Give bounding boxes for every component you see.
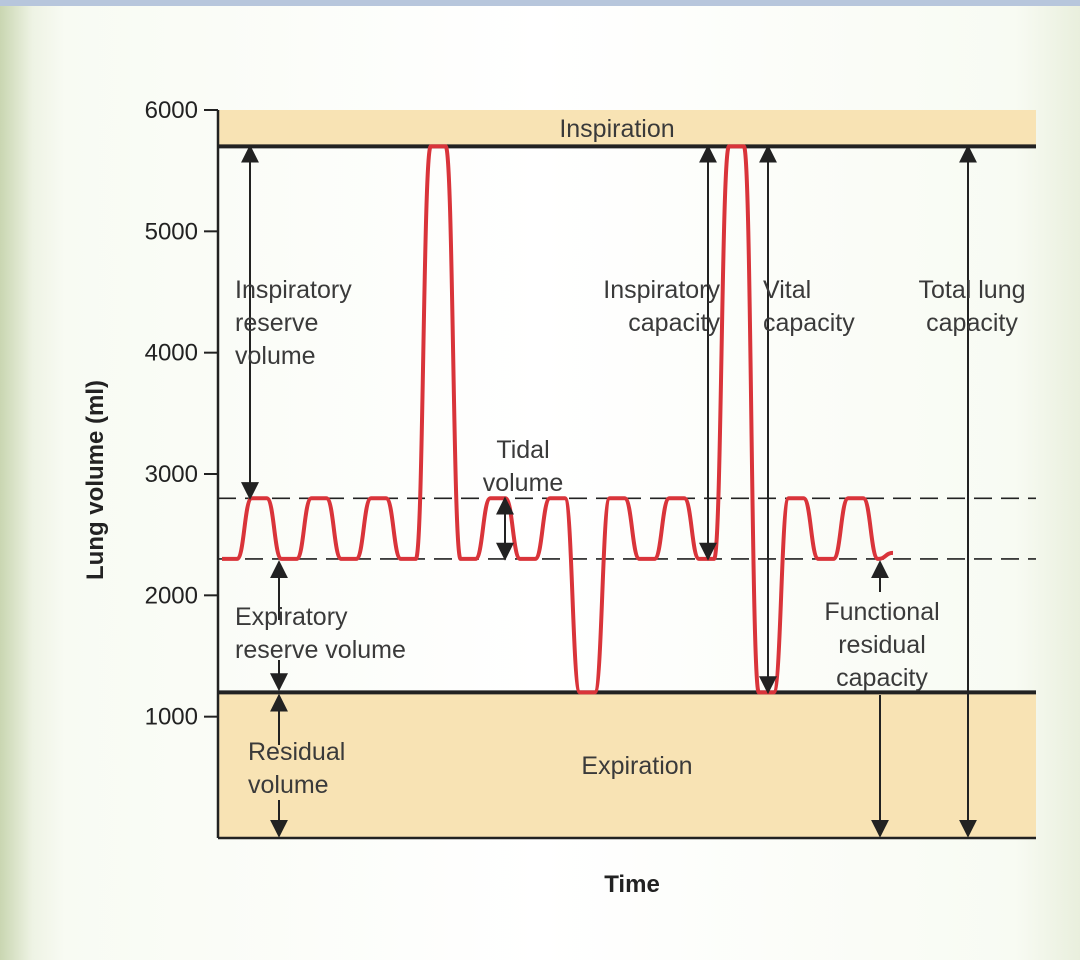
- y-tick-label-6000: 6000: [145, 97, 198, 124]
- band-label-inspiration: Inspiration: [559, 115, 674, 143]
- y-axis-title: Lung volume (ml): [82, 380, 109, 580]
- label-residual-volume: Residual volume: [248, 738, 345, 799]
- label-functional-residual-capacity: Functional residual capacity: [824, 598, 939, 692]
- y-tick-label-3000: 3000: [145, 461, 198, 488]
- label-expiratory-reserve-volume: Expiratory reserve volume: [235, 603, 406, 664]
- label-total-lung-capacity: Total lung capacity: [918, 276, 1025, 337]
- label-inspiratory-capacity: Inspiratory capacity: [603, 276, 720, 337]
- y-tick-label-5000: 5000: [145, 218, 198, 245]
- y-tick-label-2000: 2000: [145, 582, 198, 609]
- top-border: [0, 0, 1080, 6]
- bands-layer: Inspiration Expiration: [218, 110, 1036, 838]
- label-vital-capacity: Vital capacity: [763, 276, 855, 337]
- label-tidal-volume: Tidal volume: [483, 436, 564, 497]
- annotations-layer: Inspiratory reserve volume Tidal volume Inspi…: [235, 276, 1026, 799]
- band-expiration: [218, 692, 1036, 838]
- band-label-expiration: Expiration: [581, 752, 692, 780]
- label-inspiratory-reserve-volume: Inspiratory reserve volume: [235, 276, 352, 370]
- y-tick-label-4000: 4000: [145, 340, 198, 367]
- x-axis-title: Time: [604, 871, 660, 898]
- y-tick-label-1000: 1000: [145, 704, 198, 731]
- band-inspiration: [218, 110, 1036, 147]
- arrows-layer: [241, 144, 977, 838]
- y-axis: 1000 2000 3000 4000 5000 6000: [145, 97, 1036, 840]
